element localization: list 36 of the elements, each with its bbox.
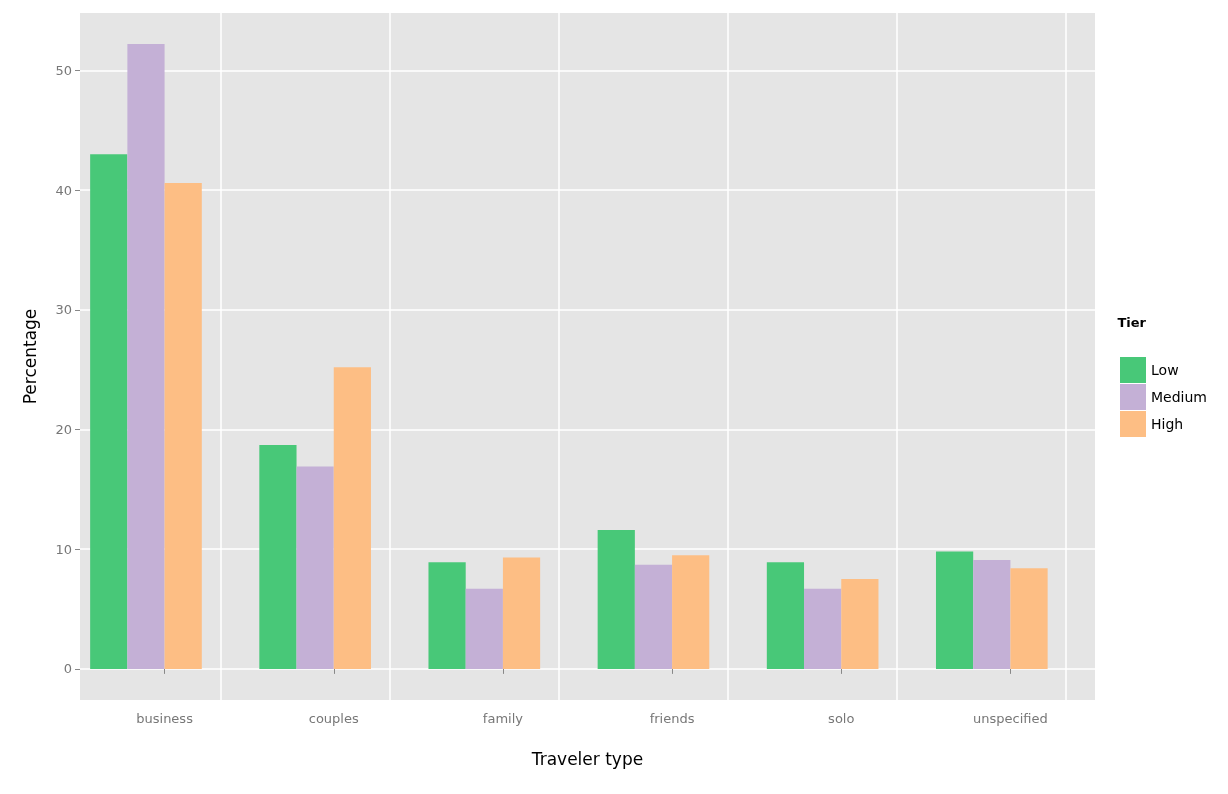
bar bbox=[634, 564, 673, 669]
x-tick-label: business bbox=[136, 711, 194, 726]
legend-label: Low bbox=[1151, 362, 1179, 378]
bar bbox=[259, 445, 297, 669]
bar bbox=[428, 562, 466, 669]
y-axis-title: Percentage bbox=[19, 308, 40, 405]
x-axis-title: Traveler type bbox=[530, 748, 644, 769]
bar bbox=[935, 551, 974, 669]
bar bbox=[804, 588, 842, 669]
bar bbox=[296, 466, 334, 669]
y-tick-label: 50 bbox=[55, 62, 72, 78]
bar bbox=[1010, 568, 1048, 669]
bar bbox=[841, 579, 879, 669]
legend-title: Tier bbox=[1117, 315, 1147, 330]
x-tick-label: couples bbox=[308, 711, 359, 726]
y-tick-label: 0 bbox=[63, 661, 72, 677]
bar bbox=[90, 154, 128, 669]
bar bbox=[597, 530, 635, 669]
y-tick-label: 30 bbox=[55, 302, 72, 318]
bar bbox=[766, 562, 805, 669]
bar bbox=[333, 367, 371, 669]
y-tick-label: 20 bbox=[55, 422, 72, 438]
x-tick-label: solo bbox=[828, 711, 855, 726]
bar bbox=[973, 559, 1011, 669]
y-tick-label: 40 bbox=[55, 182, 72, 198]
x-tick-label: family bbox=[482, 711, 524, 726]
bar bbox=[465, 588, 503, 669]
bar bbox=[502, 557, 541, 669]
bar bbox=[672, 555, 710, 669]
legend-label: Medium bbox=[1151, 389, 1207, 405]
bar bbox=[164, 182, 202, 669]
legend-label: High bbox=[1151, 416, 1184, 432]
x-tick-label: unspecified bbox=[973, 711, 1048, 726]
bar bbox=[127, 44, 165, 669]
y-tick-label: 10 bbox=[55, 541, 72, 557]
x-tick-label: friends bbox=[649, 711, 695, 726]
